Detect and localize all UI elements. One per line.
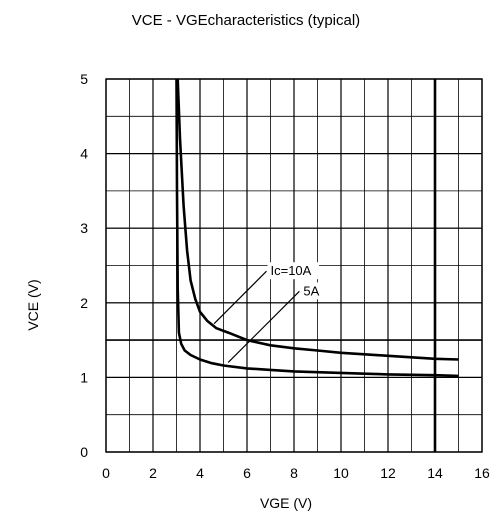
annotation-label-1: 5A (303, 283, 319, 298)
y-tick-label: 0 (80, 444, 88, 460)
y-tick-label: 2 (80, 295, 88, 311)
series-line-ic-10a (176, 78, 459, 361)
x-tick-label: 4 (196, 465, 204, 481)
y-tick-labels: 0 1 2 3 4 5 (80, 71, 88, 460)
chart-title: VCE - VGEcharacteristics (typical) (131, 12, 361, 29)
annotation-leader-0 (213, 270, 267, 325)
annotation-leader-1 (227, 290, 300, 363)
series-group (175, 78, 459, 378)
x-tick-label: 14 (427, 465, 443, 481)
x-tick-labels: 0 2 4 6 8 10 12 14 16 (102, 465, 490, 481)
y-tick-label: 4 (80, 146, 88, 162)
x-tick-label: 10 (333, 465, 349, 481)
reference-lines (106, 79, 482, 452)
x-tick-label: 12 (380, 465, 396, 481)
y-tick-label: 5 (80, 71, 88, 87)
y-tick-label: 1 (80, 369, 88, 385)
x-tick-label: 0 (102, 465, 110, 481)
y-axis-label: VCE (V) (25, 279, 41, 330)
plot-border (105, 78, 483, 453)
annotations-group: Ic=10A 5A (213, 262, 322, 363)
x-tick-label: 16 (474, 465, 490, 481)
plot-frame (105, 78, 483, 453)
x-axis-label: VGE (V) (260, 495, 312, 511)
series-line-ic-5a (175, 78, 459, 378)
annotation-label-0: Ic=10A (271, 263, 312, 278)
x-tick-label: 8 (290, 465, 298, 481)
x-tick-label: 6 (243, 465, 251, 481)
annotation-bg-0 (267, 262, 320, 280)
x-tick-label: 2 (149, 465, 157, 481)
y-tick-label: 3 (80, 220, 88, 236)
annotation-bg-1 (300, 282, 322, 300)
